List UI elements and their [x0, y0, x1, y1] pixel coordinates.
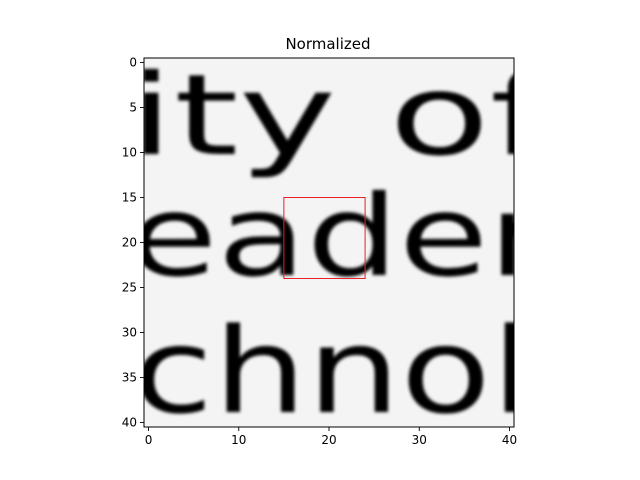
- y-tick-label: 40: [122, 416, 137, 430]
- y-axis: 0 5 10 15 20 25 30 35 40: [122, 56, 144, 430]
- text-row-3: chnol: [132, 302, 532, 440]
- image-content: ity of eader chnol: [128, 51, 552, 440]
- x-tick-label: 20: [321, 433, 336, 447]
- x-tick-label: 30: [412, 433, 427, 447]
- x-tick-label: 10: [231, 433, 246, 447]
- y-tick-label: 30: [122, 326, 137, 340]
- y-tick-label: 0: [129, 56, 137, 70]
- y-tick-label: 10: [122, 146, 137, 160]
- y-tick-label: 35: [122, 371, 137, 385]
- y-tick-label: 15: [122, 191, 137, 205]
- y-tick-label: 20: [122, 236, 137, 250]
- plot-background: [144, 58, 514, 427]
- text-row-2: eader: [128, 172, 549, 302]
- x-axis: 0 10 20 30 40: [145, 427, 517, 447]
- text-row-1: ity of: [128, 51, 552, 181]
- y-tick-label: 5: [129, 101, 137, 115]
- chart-title: Normalized: [285, 35, 370, 53]
- x-tick-label: 0: [145, 433, 153, 447]
- highlight-box: [283, 197, 366, 279]
- x-tick-label: 40: [502, 433, 517, 447]
- y-tick-label: 25: [122, 281, 137, 295]
